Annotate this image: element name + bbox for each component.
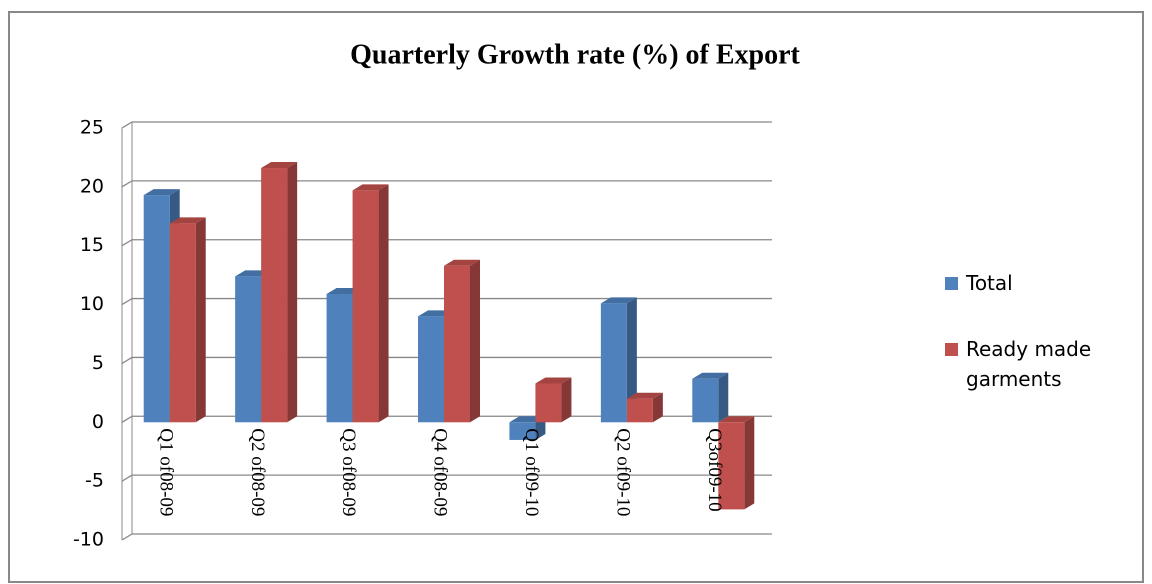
- bar: [600, 297, 637, 423]
- bar-side: [195, 217, 206, 423]
- bar-side: [378, 184, 389, 423]
- grid-line: [121, 121, 772, 129]
- bar-front: [418, 316, 444, 423]
- bar: [692, 372, 729, 423]
- bar: [169, 217, 206, 423]
- chart-frame: [8, 11, 1144, 583]
- bar: [626, 392, 663, 423]
- bar-front: [692, 378, 719, 423]
- y-tick-label: 25: [80, 117, 104, 139]
- bar-front: [626, 398, 653, 423]
- bar: [444, 259, 480, 423]
- y-tick-label: -5: [85, 470, 104, 492]
- legend-label: Total: [966, 271, 1013, 295]
- x-tick-label: Q3 of08-09: [338, 428, 359, 516]
- legend: Total Ready made garments: [945, 268, 1145, 430]
- grid-line: [121, 474, 772, 482]
- legend-swatch: [945, 343, 958, 356]
- legend-label: Ready made garments: [966, 337, 1092, 391]
- bar-front: [235, 276, 262, 423]
- bar-side: [561, 377, 572, 423]
- bar-front: [444, 265, 470, 423]
- bar-front: [718, 422, 745, 510]
- y-tick-label: 20: [80, 175, 104, 197]
- bar-top: [600, 297, 637, 304]
- bar-top: [143, 189, 180, 196]
- bar: [535, 377, 572, 423]
- bar-top: [535, 377, 572, 384]
- x-tick-label: Q4 of08-09: [430, 428, 451, 516]
- bar-top: [444, 259, 480, 266]
- bar: [352, 184, 389, 423]
- x-tick-label: Q2 of08-09: [247, 428, 268, 516]
- bar-front: [535, 383, 562, 423]
- bar-top: [626, 392, 663, 399]
- bar-front: [326, 293, 353, 423]
- bar-front: [509, 422, 536, 440]
- bar: [261, 162, 298, 423]
- bar-top: [261, 162, 298, 169]
- bar-side: [744, 416, 755, 510]
- x-tick-label: Q3of09-10: [704, 428, 725, 511]
- y-tick-label: 5: [92, 352, 104, 374]
- y-tick-label: -10: [73, 529, 104, 551]
- grid-line: [121, 356, 772, 364]
- legend-item: Ready made garments: [945, 334, 1145, 394]
- x-tick-label: Q1 of09-10: [521, 428, 542, 516]
- bar-top: [718, 416, 755, 423]
- bar-front: [352, 190, 379, 423]
- bar-top: [352, 184, 389, 191]
- bar-side: [652, 392, 663, 423]
- grid-line: [121, 297, 772, 306]
- grid-line: [121, 533, 772, 541]
- bar: [718, 416, 755, 510]
- x-tick-label: Q1 of08-09: [155, 428, 176, 516]
- x-tick-label: Q2 of09-10: [612, 428, 633, 516]
- bar-side: [626, 297, 637, 423]
- bar-front: [169, 223, 196, 423]
- bar-front: [143, 195, 170, 423]
- legend-item: Total: [945, 268, 1145, 298]
- bar-front: [600, 303, 627, 423]
- bar-side: [287, 162, 298, 423]
- y-tick-label: 15: [80, 234, 104, 256]
- grid-line: [121, 180, 772, 188]
- legend-swatch: [945, 277, 958, 290]
- bar-front: [261, 168, 288, 423]
- y-tick-label: 0: [92, 411, 104, 433]
- chart-title: Quarterly Growth rate (%) of Export: [350, 39, 800, 70]
- grid-line: [121, 239, 772, 247]
- bar-side: [718, 372, 729, 423]
- bar-top: [169, 217, 206, 224]
- y-tick-label: 10: [80, 293, 104, 315]
- bar-top: [692, 372, 729, 379]
- bar-side: [470, 259, 480, 423]
